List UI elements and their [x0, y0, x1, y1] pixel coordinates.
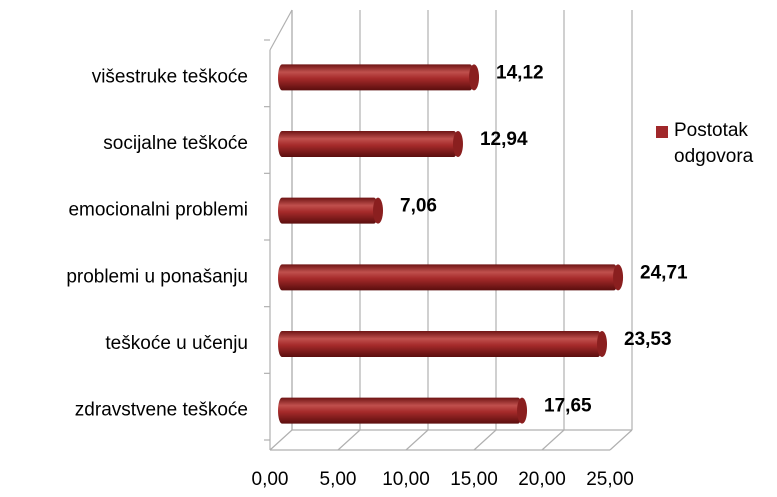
bar-cap	[517, 397, 528, 424]
bar	[278, 131, 458, 157]
grid-line	[405, 429, 429, 451]
bar	[278, 197, 379, 224]
legend-label: Postotak odgovora	[674, 120, 754, 167]
data-label: 23,53	[624, 329, 672, 350]
bar	[278, 331, 603, 357]
bar-cap	[597, 331, 608, 357]
y-tick-label: problemi u ponašanju	[66, 266, 248, 287]
bar	[278, 397, 523, 424]
bar-cap	[373, 197, 384, 224]
x-tick-label: 0,00	[252, 469, 289, 490]
axis-line	[269, 9, 293, 51]
x-tick-label: 5,00	[320, 469, 357, 490]
x-tick-label: 15,00	[450, 469, 498, 490]
bar-cap	[613, 264, 624, 291]
bar	[278, 264, 619, 291]
x-tick-label: 25,00	[586, 469, 634, 490]
data-label: 17,65	[544, 396, 592, 417]
y-tick-label: socijalne teškoće	[103, 133, 248, 154]
data-label: 24,71	[640, 262, 688, 283]
x-tick-label: 20,00	[518, 469, 566, 490]
grid-line	[541, 429, 565, 451]
grid-line	[337, 429, 361, 451]
y-tick-label: višestruke teškoće	[92, 66, 248, 87]
x-tick-label: 10,00	[382, 469, 430, 490]
bar-cap	[452, 131, 463, 157]
data-label: 12,94	[480, 129, 528, 150]
grid-line	[269, 429, 293, 451]
data-label: 14,12	[496, 62, 544, 83]
y-tick-label: teškoće u učenju	[105, 333, 248, 354]
grid-line	[609, 429, 633, 451]
y-tick-label: emocionalni problemi	[68, 200, 248, 221]
data-label: 7,06	[400, 196, 437, 217]
grid-line	[473, 429, 497, 451]
y-tick-label: zdravstvene teškoće	[75, 400, 248, 421]
legend-swatch	[656, 126, 668, 138]
bar	[278, 64, 475, 91]
bar-cap	[469, 64, 480, 91]
